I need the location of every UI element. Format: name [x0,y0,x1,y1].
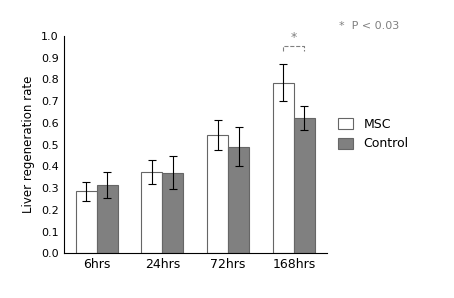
Bar [163,173,183,253]
Bar [97,185,118,253]
Bar [75,191,97,253]
Bar [228,147,249,253]
Bar [273,83,294,253]
Legend: MSC, Control: MSC, Control [338,118,409,150]
Text: *  P < 0.03: * P < 0.03 [339,21,400,31]
Bar [141,172,163,253]
Bar [294,118,315,253]
Text: *: * [291,32,297,44]
Bar [207,135,228,253]
Y-axis label: Liver regeneration rate: Liver regeneration rate [22,76,35,213]
